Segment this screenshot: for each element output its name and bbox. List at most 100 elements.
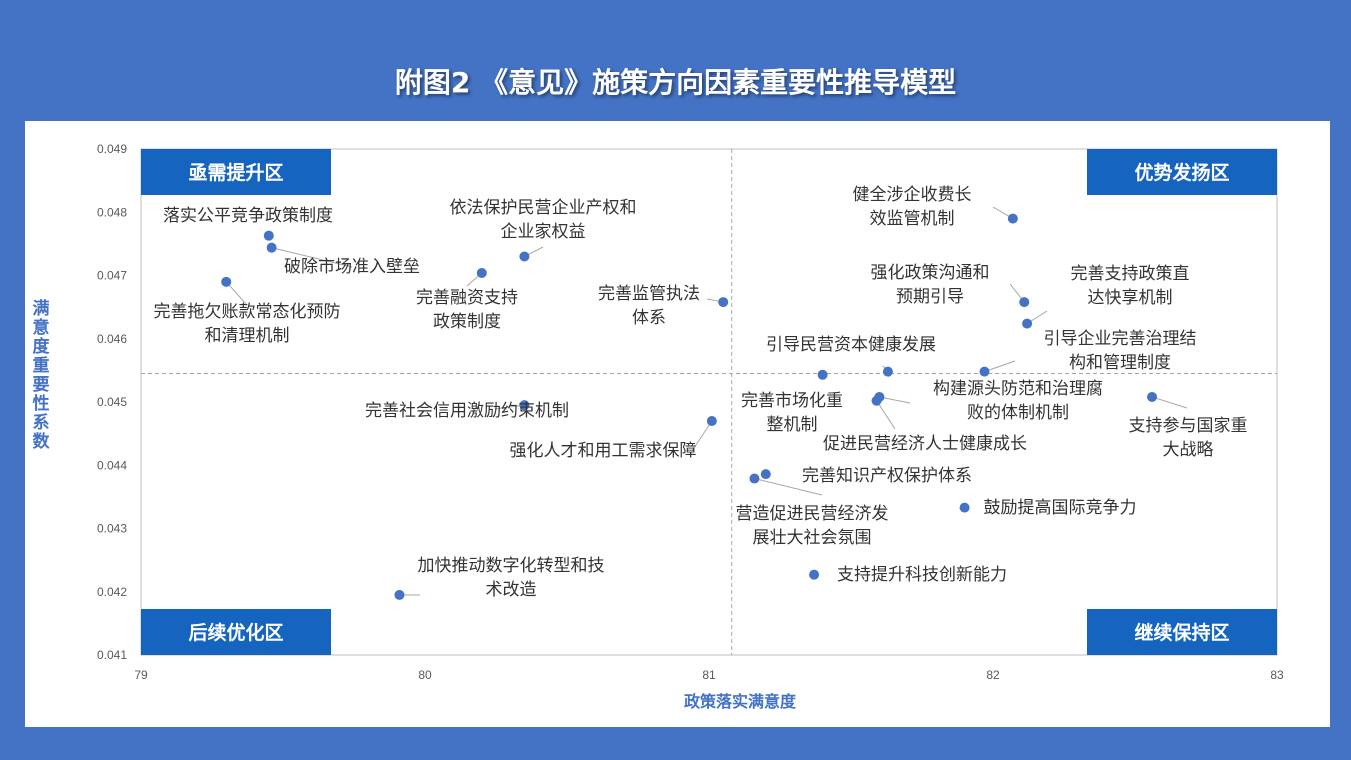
data-label-line: 政策制度 [433,312,501,332]
scatter-chart: 0.041 0.042 0.043 0.044 0.045 0.046 0.047 0.048… [97,142,1284,682]
data-label-line: 鼓励提高国际竞争力 [984,498,1137,518]
data-point [519,251,530,262]
y-tick-label: 0.043 [97,522,127,536]
data-label-line: 支持参与国家重 [1129,416,1248,436]
data-point [394,589,405,600]
page-title: 附图2 《意见》施策方向因素重要性推导模型 [394,66,957,99]
y-tick-label: 0.049 [97,142,127,156]
quadrant-label: 优势发扬区 [1134,161,1229,184]
quadrant-label: 继续保持区 [1134,621,1229,644]
x-axis-label: 政策落实满意度 [683,692,796,711]
data-point [476,267,487,278]
quadrant-label-box [141,609,331,655]
data-label: 引导民营资本健康发展 [766,335,936,355]
x-tick-label: 79 [134,668,148,682]
data-label-line: 败的体制机制 [967,403,1069,423]
data-label-line: 完善支持政策直 [1071,264,1190,284]
data-label-line: 完善监管执法 [598,284,700,304]
data-point [749,473,760,484]
y-tick-label: 0.048 [97,205,127,219]
data-point [760,469,771,480]
y-axis-label: 满意度重要性系数 [32,299,50,452]
leader-line [754,478,823,496]
data-label-line: 预期引导 [896,287,964,307]
data-label-line: 完善市场化重 [741,391,843,411]
data-point [1007,213,1018,224]
data-label-line: 完善社会信用激励约束机制 [365,401,569,421]
quadrant-label-box [1087,609,1277,655]
data-label: 完善融资支持政策制度 [416,288,518,332]
y-tick-label: 0.047 [97,269,127,283]
data-label: 构建源头防范和治理腐败的体制机制 [933,379,1103,423]
data-label: 强化人才和用工需求保障 [510,441,697,461]
data-label-line: 大战略 [1163,440,1214,460]
data-label-line: 破除市场准入壁垒 [284,257,420,277]
data-point [221,276,232,287]
data-label-line: 企业家权益 [501,222,586,242]
data-label: 加快推动数字化转型和技术改造 [418,556,605,600]
chart-panel: 0.041 0.042 0.043 0.044 0.045 0.046 0.047 0.048… [25,121,1330,727]
leader-line [879,396,911,404]
data-label: 依法保护民营企业产权和企业家权益 [450,198,637,242]
leader-line [225,281,248,306]
data-label-line: 整机制 [767,415,818,435]
plot-frame [140,148,1278,656]
y-tick-label: 0.044 [97,458,127,472]
data-label: 落实公平竞争政策制度 [163,206,333,226]
y-tick-label: 0.042 [97,585,127,599]
x-tick-label: 80 [418,668,432,682]
y-tick-label: 0.041 [97,648,127,662]
x-tick-label: 82 [986,668,1000,682]
data-point [882,366,893,377]
data-label: 健全涉企收费长效监管机制 [853,185,972,229]
data-label: 引导企业完善治理结构和管理制度 [1044,329,1197,373]
data-label-line: 效监管机制 [870,209,955,229]
data-label: 完善社会信用激励约束机制 [365,401,569,421]
leader-line [691,420,713,452]
data-label-line: 营造促进民营经济发 [736,504,889,524]
data-label: 完善知识产权保护体系 [802,466,972,486]
data-label-line: 构和管理制度 [1069,353,1171,373]
data-label: 支持参与国家重大战略 [1129,416,1248,460]
data-point [1147,391,1158,402]
data-label: 完善支持政策直达快享机制 [1071,264,1190,308]
data-point [871,395,882,406]
data-label-line: 体系 [632,308,666,328]
x-tick-label: 83 [1270,668,1284,682]
data-label: 促进民营经济人士健康成长 [823,434,1027,454]
leader-line [1151,396,1188,409]
data-label-line: 完善融资支持 [416,288,518,308]
data-label-line: 构建源头防范和治理腐 [933,379,1103,399]
data-point [817,369,828,380]
leader-line [271,247,353,268]
data-label-line: 完善知识产权保护体系 [802,466,972,486]
data-label-line: 强化人才和用工需求保障 [510,441,697,461]
data-label-line: 健全涉企收费长 [853,185,972,205]
data-label: 完善拖欠账款常态化预防和清理机制 [154,302,341,346]
quadrant-label-box [1087,149,1277,195]
leader-line [984,360,1016,373]
data-label: 完善监管执法体系 [598,284,700,328]
data-point [519,400,530,411]
data-point [706,415,717,426]
data-label-line: 引导企业完善治理结 [1044,329,1197,349]
data-label-line: 展壮大社会氛围 [753,528,872,548]
data-label: 完善市场化重整机制 [741,391,843,435]
y-tick-label: 0.045 [97,395,127,409]
data-point [1019,297,1030,308]
data-point [266,242,277,253]
data-label-line: 完善拖欠账款常态化预防 [154,302,341,322]
quadrant-label: 后续优化区 [188,621,283,644]
data-point [718,297,729,308]
data-point [979,366,990,377]
data-label: 破除市场准入壁垒 [284,257,420,277]
data-point [959,502,970,513]
data-point [809,569,820,580]
quadrant-label-box [141,149,331,195]
data-label-line: 依法保护民营企业产权和 [450,198,637,218]
data-label: 强化政策沟通和预期引导 [871,263,990,307]
data-point [1022,318,1033,329]
data-point [263,230,274,241]
data-label-line: 和清理机制 [205,326,290,346]
data-label-line: 落实公平竞争政策制度 [163,206,333,226]
